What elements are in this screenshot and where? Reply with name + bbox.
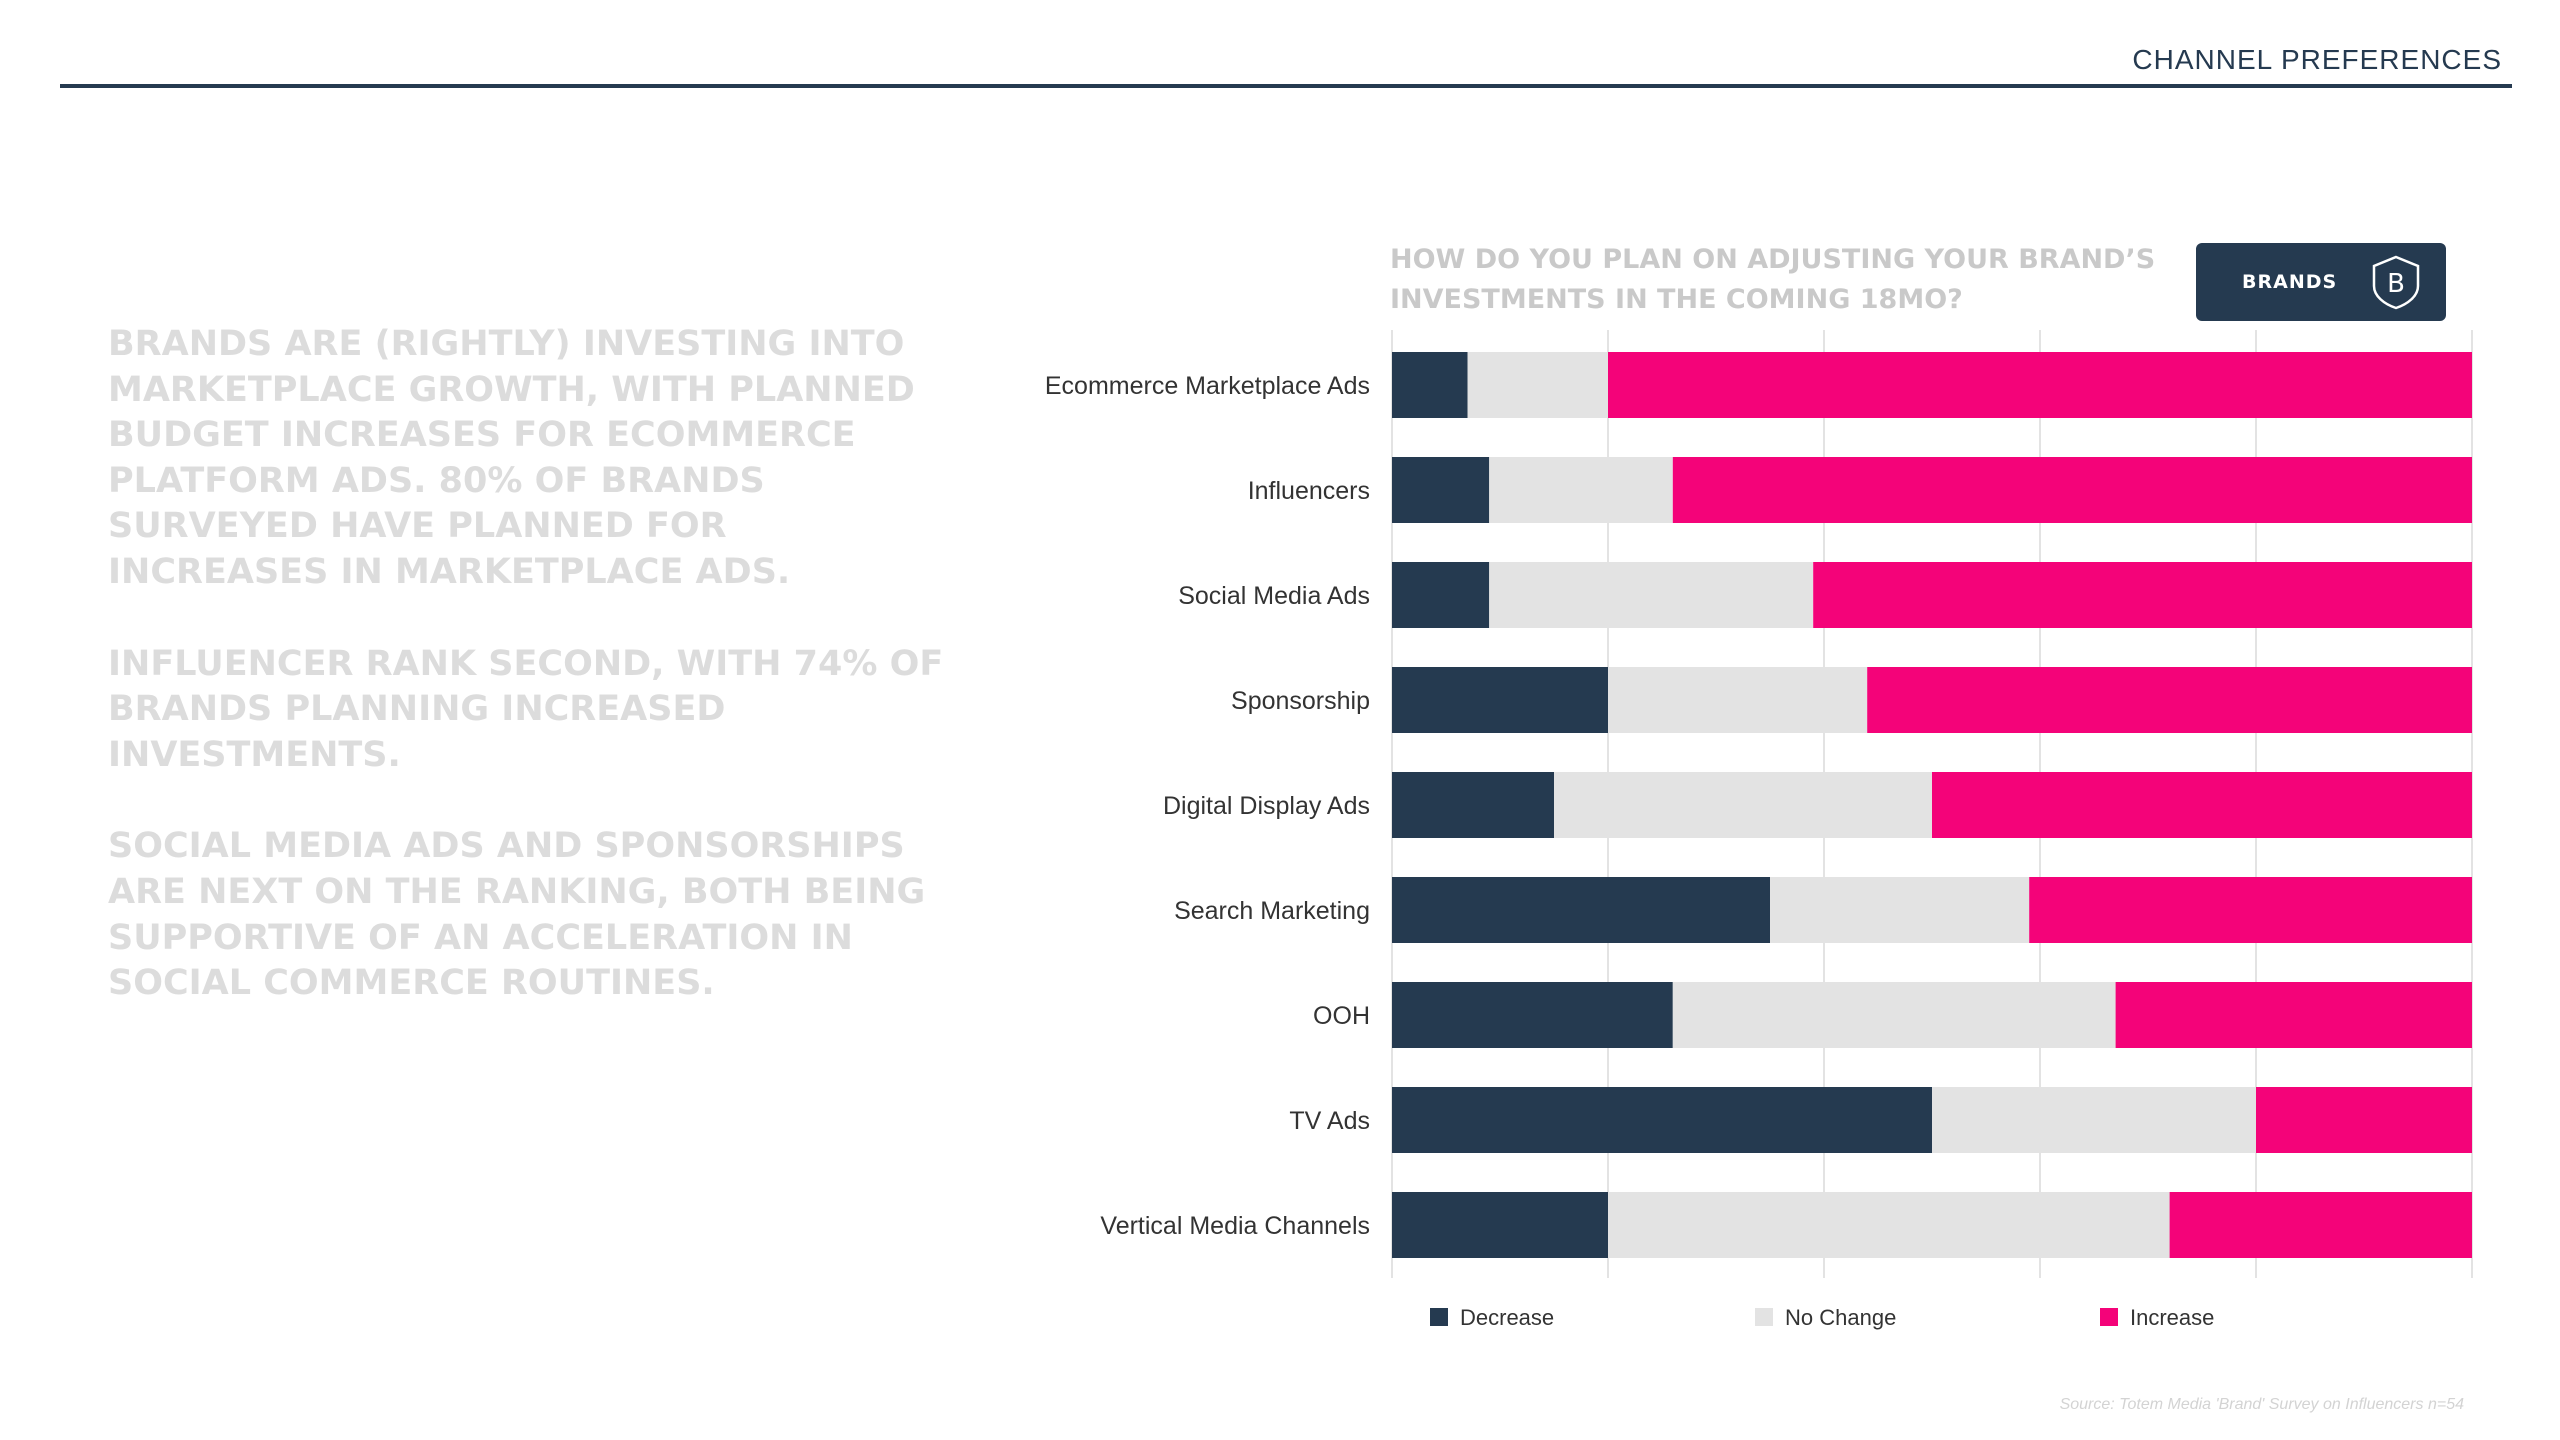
narrative-text: BRANDS ARE (RIGHTLY) INVESTING INTO MARK… <box>108 322 948 1053</box>
narrative-paragraph: BRANDS ARE (RIGHTLY) INVESTING INTO MARK… <box>108 324 915 592</box>
bar-decrease <box>1392 982 1673 1048</box>
bar-no-change <box>1608 1192 2170 1258</box>
bar-decrease <box>1392 877 1770 943</box>
source-note: Source: Totem Media 'Brand' Survey on In… <box>2059 1396 2464 1413</box>
bar-increase <box>2029 877 2472 943</box>
header-divider <box>60 84 2512 88</box>
bar-decrease <box>1392 562 1490 628</box>
legend-swatch <box>2100 1308 2118 1326</box>
bar-increase <box>1932 772 2472 838</box>
bar-no-change <box>1672 982 2116 1048</box>
category-label: Sponsorship <box>1231 687 1370 715</box>
bar-increase <box>2115 982 2472 1048</box>
category-label: Digital Display Ads <box>1163 792 1370 820</box>
bar-no-change <box>1467 352 1608 418</box>
bar-decrease <box>1392 772 1554 838</box>
chart-title: HOW DO YOU PLAN ON ADJUSTING YOUR BRAND’… <box>1390 244 2156 315</box>
legend-label: Increase <box>2130 1305 2214 1330</box>
legend-label: No Change <box>1785 1305 1896 1330</box>
bar-decrease <box>1392 1087 1932 1153</box>
legend-swatch <box>1430 1308 1448 1326</box>
shield-b-icon: B <box>2372 255 2420 310</box>
category-label: OOH <box>1313 1002 1370 1030</box>
bar-no-change <box>1489 457 1673 523</box>
bar-increase <box>1867 667 2472 733</box>
page-section-title: CHANNEL PREFERENCES <box>2132 44 2502 75</box>
category-label: Ecommerce Marketplace Ads <box>1045 372 1370 400</box>
bar-decrease <box>1392 457 1490 523</box>
narrative-paragraph: INFLUENCER RANK SECOND, WITH 74% OF BRAN… <box>108 643 944 775</box>
legend-label: Decrease <box>1460 1305 1554 1330</box>
brands-badge: BRANDS B <box>2196 243 2446 321</box>
category-label: Vertical Media Channels <box>1100 1212 1370 1240</box>
bar-decrease <box>1392 352 1468 418</box>
bar-increase <box>2256 1087 2472 1153</box>
svg-text:B: B <box>2387 269 2405 299</box>
bar-no-change <box>1770 877 2030 943</box>
bar-increase <box>2169 1192 2472 1258</box>
legend-swatch <box>1755 1308 1773 1326</box>
bar-increase <box>1672 457 2472 523</box>
brands-badge-label: BRANDS <box>2242 271 2338 293</box>
bar-no-change <box>1489 562 1814 628</box>
bar-no-change <box>1608 667 1868 733</box>
bar-increase <box>1813 562 2472 628</box>
bar-increase <box>1608 352 2472 418</box>
bar-no-change <box>1554 772 1932 838</box>
bar-decrease <box>1392 667 1608 733</box>
category-label: TV Ads <box>1289 1107 1370 1135</box>
category-label: Social Media Ads <box>1178 582 1370 610</box>
category-label: Influencers <box>1248 477 1370 505</box>
bar-no-change <box>1932 1087 2256 1153</box>
narrative-paragraph: SOCIAL MEDIA ADS AND SPONSORSHIPS ARE NE… <box>108 826 926 1004</box>
bar-decrease <box>1392 1192 1608 1258</box>
category-label: Search Marketing <box>1174 897 1370 925</box>
